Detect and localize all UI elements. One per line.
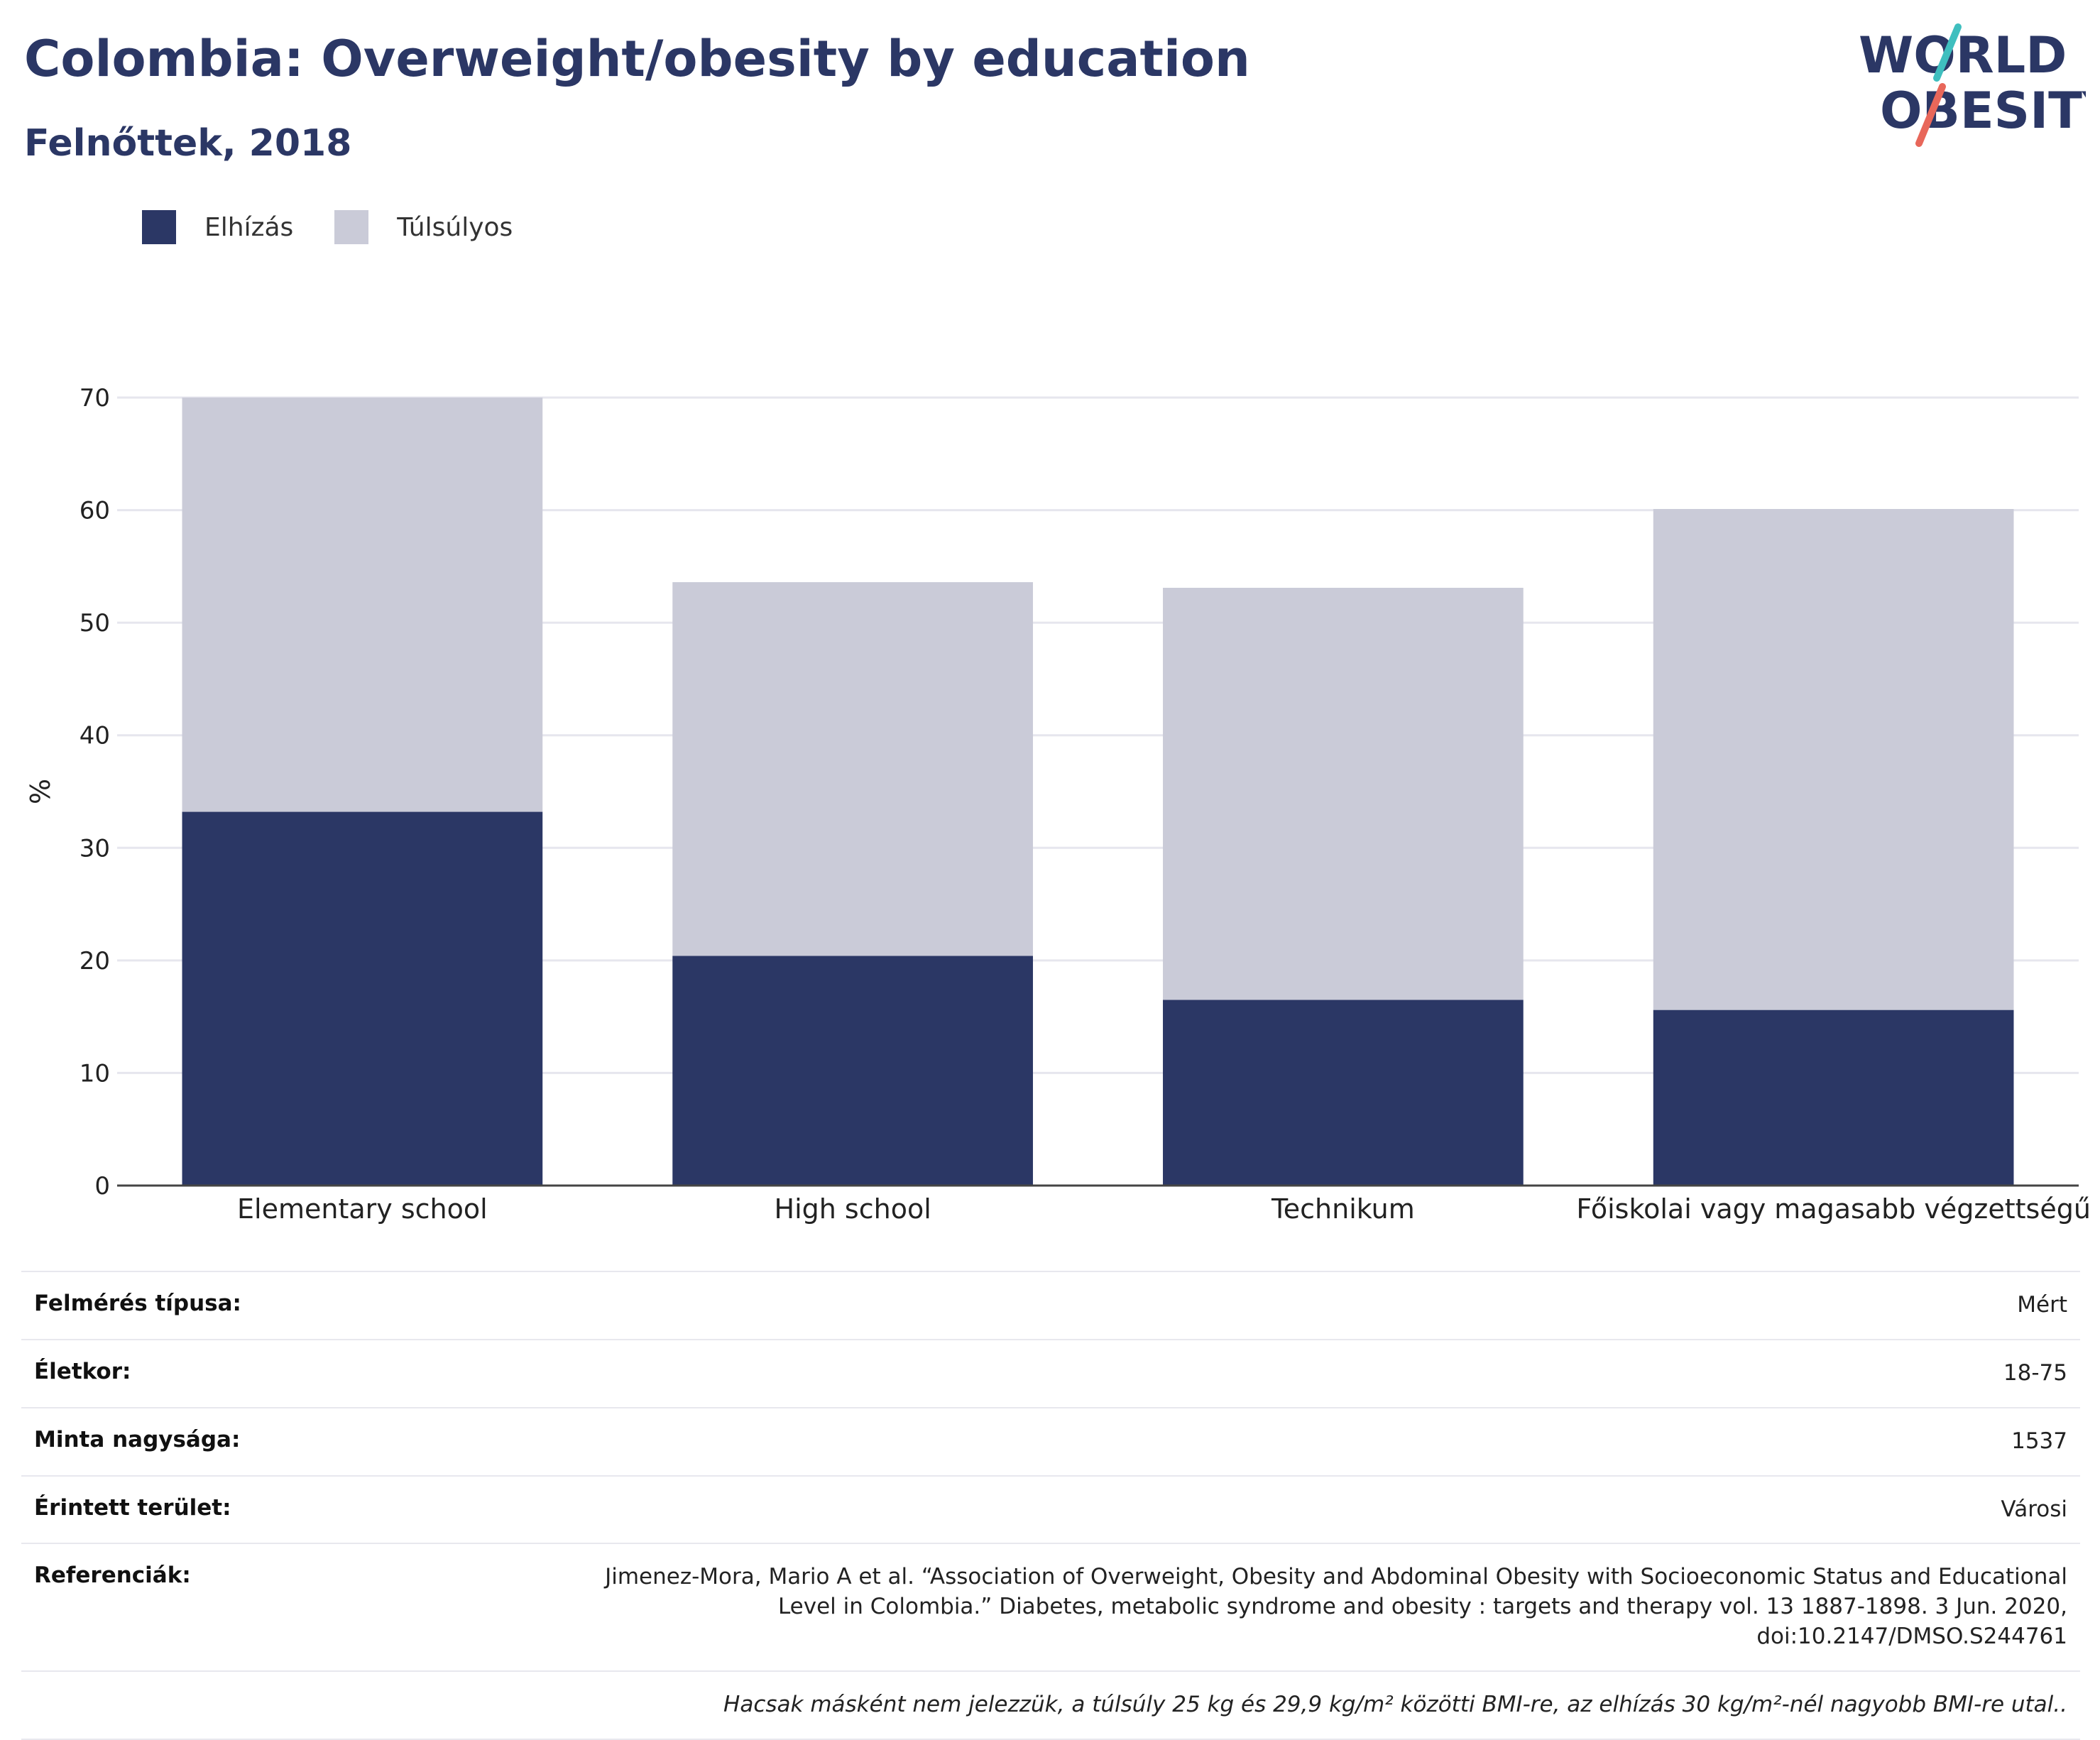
chart-title: Colombia: Overweight/obesity by educatio… [24, 30, 1250, 88]
area-label: Érintett terület: [34, 1494, 231, 1521]
y-tick-label: 40 [80, 722, 110, 750]
definition-note: Hacsak másként nem jelezzük, a túlsúly 2… [723, 1691, 2067, 1717]
y-axis-label: % [25, 779, 56, 804]
info-row-sample-size: Minta nagysága: 1537 [21, 1406, 2080, 1475]
sample-size-value: 1537 [2011, 1428, 2067, 1454]
y-tick-label: 50 [80, 609, 110, 638]
legend-swatch-overweight [334, 210, 369, 244]
legend-item-overweight[interactable]: Túlsúlyos [334, 210, 513, 244]
x-tick-label: Főiskolai vagy magasabb végzettségű [1576, 1193, 2091, 1225]
info-row-note: Hacsak másként nem jelezzük, a túlsúly 2… [21, 1670, 2080, 1740]
age-label: Életkor: [34, 1358, 131, 1384]
x-tick-label: Elementary school [237, 1193, 488, 1225]
bar-segment-overweight [672, 582, 1033, 956]
info-row-age: Életkor: 18-75 [21, 1338, 2080, 1407]
area-value: Városi [2001, 1496, 2067, 1522]
bar-segment-overweight [182, 398, 543, 812]
info-row-survey-type: Felmérés típusa: Mért [21, 1271, 2080, 1339]
y-tick-label: 10 [80, 1059, 110, 1088]
legend: Elhízás Túlsúlyos [142, 210, 554, 244]
legend-label-obesity: Elhízás [204, 212, 294, 242]
age-value: 18-75 [2003, 1359, 2067, 1386]
y-tick-label: 70 [80, 384, 110, 412]
y-tick-label: 20 [80, 947, 110, 975]
info-row-references: Referenciák: Jimenez-Mora, Mario A et al… [21, 1543, 2080, 1670]
info-row-area: Érintett terület: Városi [21, 1474, 2080, 1543]
survey-type-value: Mért [2017, 1292, 2067, 1318]
survey-info-table: Felmérés típusa: Mért Életkor: 18-75 Min… [21, 1271, 2080, 1740]
bar-segment-obesity [672, 956, 1033, 1186]
bar-segment-overweight [1163, 587, 1524, 1000]
stacked-bar-chart: 0 10 20 30 40 50 60 70% Elementary school High sc… [25, 384, 2091, 1225]
logo-slash-red [1915, 83, 1946, 147]
legend-label-overweight: Túlsúlyos [397, 212, 513, 242]
logo-slash-teal [1933, 23, 1962, 82]
logo-text-world: WORLD [1859, 26, 2067, 84]
bar-segment-obesity [1163, 1000, 1524, 1186]
y-tick-label: 60 [80, 497, 110, 525]
chart-subtitle: Felnőttek, 2018 [24, 122, 352, 165]
bar-segment-obesity [182, 811, 543, 1186]
bar-segment-overweight [1653, 508, 2014, 1010]
y-tick-label: 30 [80, 834, 110, 863]
x-tick-label: High school [775, 1193, 931, 1225]
legend-item-obesity[interactable]: Elhízás [142, 210, 293, 244]
logo-text-obesity: OBESITY [1880, 82, 2086, 140]
references-label: Referenciák: [34, 1563, 191, 1589]
legend-swatch-obesity [142, 210, 176, 244]
y-tick-label: 0 [94, 1172, 110, 1200]
references-value: Jimenez-Mora, Mario A et al. “Associatio… [605, 1564, 2067, 1650]
x-tick-label: Technikum [1271, 1193, 1415, 1225]
survey-type-label: Felmérés típusa: [34, 1291, 241, 1316]
world-obesity-logo: WORLD OBESITY [1859, 23, 2086, 147]
sample-size-label: Minta nagysága: [34, 1426, 241, 1452]
bar-segment-obesity [1653, 1009, 2014, 1186]
